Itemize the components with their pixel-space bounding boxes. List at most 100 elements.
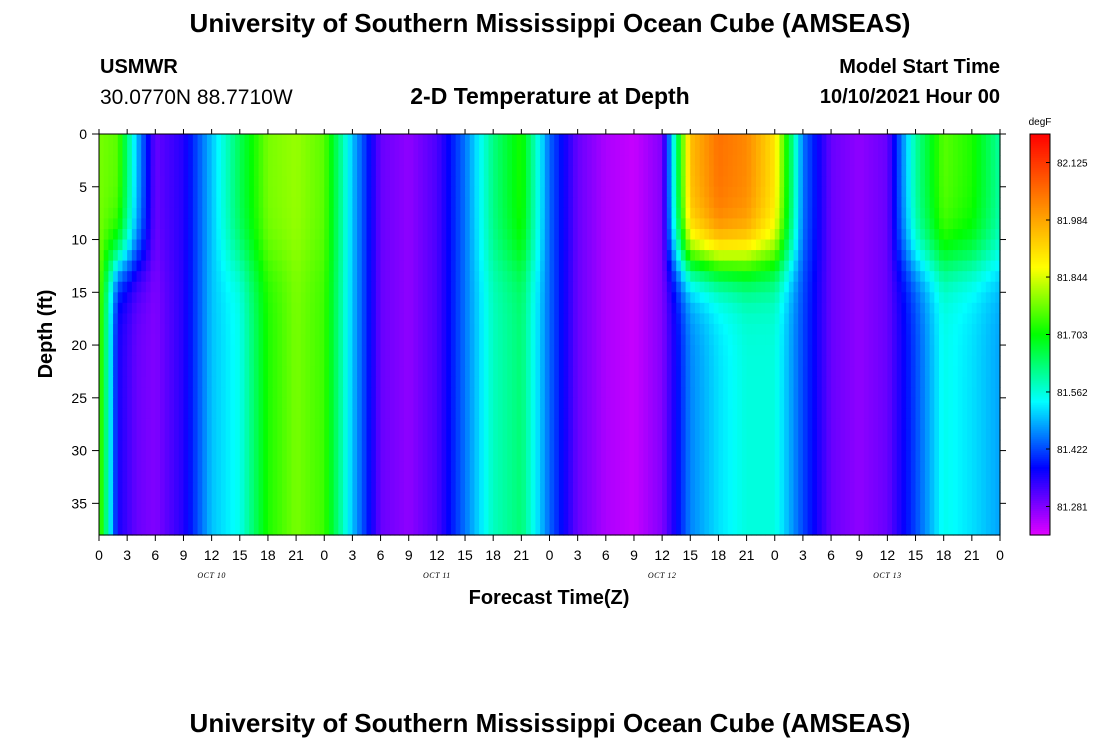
heatmap-cell bbox=[906, 302, 912, 314]
heatmap-cell bbox=[455, 387, 461, 399]
heatmap-cell bbox=[493, 165, 499, 177]
heatmap-cell bbox=[225, 218, 231, 230]
heatmap-cell bbox=[577, 197, 583, 209]
heatmap-cell bbox=[361, 260, 368, 272]
heatmap-cell bbox=[948, 197, 954, 209]
heatmap-cell bbox=[755, 397, 762, 409]
heatmap-cell bbox=[192, 144, 199, 156]
heatmap-cell bbox=[793, 397, 799, 409]
heatmap-cell bbox=[385, 366, 391, 378]
heatmap-cell bbox=[934, 334, 940, 346]
heatmap-cell bbox=[305, 144, 311, 156]
heatmap-cell bbox=[483, 239, 490, 251]
heatmap-cell bbox=[389, 176, 396, 188]
heatmap-cell bbox=[915, 334, 921, 346]
heatmap-cell bbox=[136, 387, 142, 399]
heatmap-cell bbox=[286, 292, 292, 304]
heatmap-cell bbox=[488, 292, 494, 304]
heatmap-cell bbox=[169, 155, 175, 167]
heatmap-cell bbox=[934, 323, 940, 336]
heatmap-cell bbox=[877, 197, 884, 209]
heatmap-cell bbox=[967, 134, 973, 146]
heatmap-cell bbox=[235, 207, 241, 220]
heatmap-cell bbox=[474, 186, 480, 198]
heatmap-cell bbox=[896, 387, 903, 399]
heatmap-cell bbox=[680, 218, 687, 230]
heatmap-cell bbox=[408, 134, 415, 146]
heatmap-cell bbox=[183, 355, 189, 367]
heatmap-cell bbox=[657, 355, 663, 367]
heatmap-cell bbox=[638, 313, 644, 325]
heatmap-cell bbox=[948, 334, 954, 346]
heatmap-cell bbox=[141, 281, 147, 293]
heatmap-cell bbox=[357, 281, 363, 293]
heatmap-cell bbox=[239, 302, 246, 314]
heatmap-cell bbox=[497, 302, 504, 314]
heatmap-cell bbox=[455, 355, 461, 367]
heatmap-cell bbox=[624, 345, 630, 357]
heatmap-cell bbox=[216, 134, 222, 146]
heatmap-cell bbox=[718, 397, 724, 409]
heatmap-cell bbox=[432, 218, 438, 230]
heatmap-cell bbox=[192, 397, 199, 409]
heatmap-cell bbox=[230, 144, 236, 156]
heatmap-cell bbox=[798, 271, 804, 283]
heatmap-cell bbox=[751, 228, 757, 241]
heatmap-cell bbox=[779, 334, 785, 346]
heatmap-cell bbox=[554, 323, 560, 336]
heatmap-cell bbox=[863, 228, 870, 241]
heatmap-cell bbox=[389, 334, 396, 346]
heatmap-cell bbox=[183, 165, 189, 177]
heatmap-cell bbox=[511, 376, 518, 388]
heatmap-cell bbox=[206, 334, 213, 346]
heatmap-cell bbox=[385, 313, 391, 325]
heatmap-cell bbox=[709, 176, 715, 188]
heatmap-cell bbox=[221, 323, 227, 336]
heatmap-cell bbox=[873, 334, 879, 346]
heatmap-cell bbox=[605, 281, 612, 293]
heatmap-cell bbox=[441, 239, 447, 251]
heatmap-cell bbox=[779, 292, 785, 304]
heatmap-cell bbox=[967, 334, 973, 346]
heatmap-cell bbox=[774, 207, 781, 220]
heatmap-cell bbox=[910, 355, 917, 367]
heatmap-cell bbox=[272, 176, 278, 188]
heatmap-cell bbox=[821, 260, 827, 272]
heatmap-cell bbox=[446, 197, 452, 209]
heatmap-cell bbox=[446, 260, 452, 272]
heatmap-cell bbox=[929, 228, 935, 241]
heatmap-cell bbox=[601, 334, 607, 346]
heatmap-cell bbox=[300, 323, 307, 336]
heatmap-cell bbox=[314, 218, 321, 230]
heatmap-cell bbox=[427, 334, 433, 346]
heatmap-cell bbox=[357, 355, 363, 367]
heatmap-cell bbox=[901, 186, 907, 198]
heatmap-cell bbox=[605, 355, 612, 367]
heatmap-cell bbox=[840, 281, 846, 293]
heatmap-cell bbox=[263, 186, 269, 198]
heatmap-cell bbox=[863, 292, 870, 304]
heatmap-cell bbox=[479, 186, 485, 198]
heatmap-cell bbox=[385, 186, 391, 198]
heatmap-cell bbox=[840, 355, 846, 367]
heatmap-cell bbox=[352, 228, 358, 241]
heatmap-cell bbox=[277, 366, 283, 378]
heatmap-cell bbox=[371, 292, 377, 304]
heatmap-cell bbox=[657, 323, 663, 336]
heatmap-cell bbox=[244, 260, 250, 272]
heatmap-cell bbox=[981, 176, 987, 188]
heatmap-cell bbox=[328, 228, 335, 241]
heatmap-cell bbox=[873, 207, 879, 220]
heatmap-cell bbox=[286, 313, 292, 325]
heatmap-cell bbox=[131, 228, 138, 241]
heatmap-cell bbox=[375, 397, 382, 409]
heatmap-cell bbox=[230, 165, 236, 177]
heatmap-cell bbox=[774, 218, 781, 230]
heatmap-cell bbox=[507, 260, 513, 272]
heatmap-cell bbox=[554, 197, 560, 209]
heatmap-cell bbox=[591, 271, 598, 283]
heatmap-cell bbox=[113, 207, 119, 220]
heatmap-cell bbox=[253, 376, 260, 388]
heatmap-cell bbox=[521, 165, 527, 177]
heatmap-cell bbox=[901, 218, 907, 230]
